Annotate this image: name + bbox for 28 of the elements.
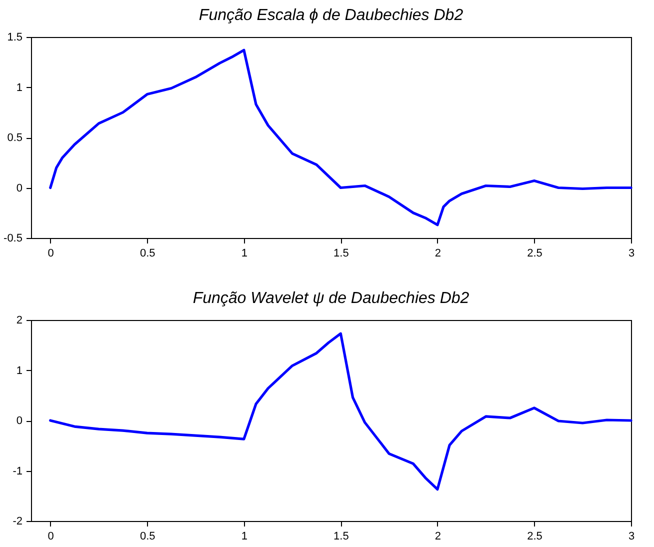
y-tick-label: 1: [16, 364, 22, 377]
line-series: [49, 332, 632, 491]
line-series: [49, 48, 632, 226]
y-tick-label: 0: [16, 415, 22, 427]
y-tick-label: 0.5: [7, 132, 22, 144]
x-tick-label: 1: [241, 530, 248, 542]
x-tick-label: 2: [434, 530, 442, 542]
chart-title: Função Escala ϕ de Daubechies Db2: [198, 7, 464, 24]
y-tick-label: -2: [12, 516, 22, 528]
x-tick-label: 0.5: [140, 248, 156, 260]
x-tick-label: 0: [48, 248, 54, 260]
x-tick-label: 2: [434, 248, 442, 260]
x-tick-label: 2.5: [527, 530, 542, 542]
x-tick-label: 2.5: [527, 248, 542, 260]
x-tick-label: 1.5: [334, 248, 349, 260]
y-tick-label: 1.5: [7, 32, 22, 44]
x-tick-label: 0.5: [140, 530, 156, 542]
y-tick-label: 2: [16, 314, 22, 326]
y-tick-label: 0: [16, 182, 22, 194]
y-tick-label: -1: [12, 465, 22, 478]
y-tick-label: -0.5: [4, 232, 22, 244]
x-tick-label: 3: [628, 248, 635, 260]
y-tick-label: 1: [16, 82, 22, 94]
x-tick-label: 1: [241, 248, 248, 260]
chart-title: Função Wavelet ψ de Daubechies Db2: [192, 290, 470, 307]
x-tick-label: 3: [628, 530, 635, 542]
x-tick-label: 0: [48, 530, 54, 542]
x-tick-label: 1.5: [334, 530, 349, 542]
